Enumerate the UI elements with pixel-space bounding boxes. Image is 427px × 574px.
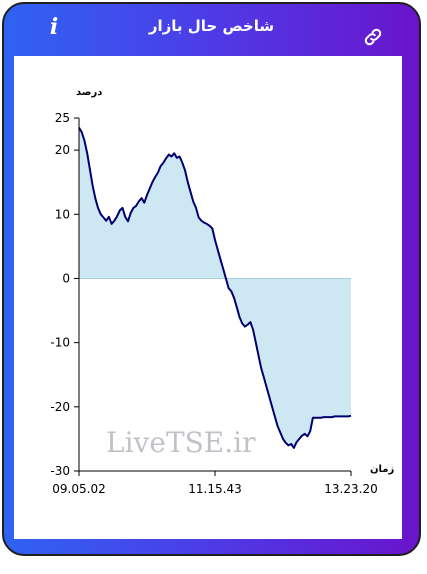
header-bar: i شاخص حال بازار	[4, 4, 419, 54]
y-tick-label: 10	[55, 207, 70, 221]
info-button[interactable]: i	[49, 14, 59, 40]
y-tick-label: 25	[55, 111, 70, 125]
y-tick-label: -30	[50, 464, 70, 478]
y-tick-label: 0	[62, 271, 70, 285]
series-area-fill	[79, 127, 351, 448]
x-tick-label: 13.23.20	[324, 482, 377, 496]
app-frame: i شاخص حال بازار 25 20 10 0 -10 -20 -30 09.05.…	[2, 2, 421, 556]
market-index-chart: 25 20 10 0 -10 -20 -30 09.05.02 11.15.43 13.23.2…	[50, 87, 394, 496]
y-axis-label: درصد	[76, 87, 102, 98]
series-line	[78, 127, 352, 449]
y-tick-label: -10	[50, 336, 70, 350]
chart-panel: 25 20 10 0 -10 -20 -30 09.05.02 11.15.43 13.23.2…	[14, 56, 402, 539]
y-tick-label: 20	[55, 143, 70, 157]
x-tick-label: 11.15.43	[188, 482, 241, 496]
x-tick-label: 09.05.02	[52, 482, 105, 496]
page-title: شاخص حال بازار	[148, 17, 275, 35]
x-axis-label: زمان	[370, 464, 394, 475]
watermark: LiveTSE.ir	[106, 426, 256, 459]
y-tick-label: -20	[50, 400, 70, 414]
link-icon[interactable]	[362, 26, 384, 48]
